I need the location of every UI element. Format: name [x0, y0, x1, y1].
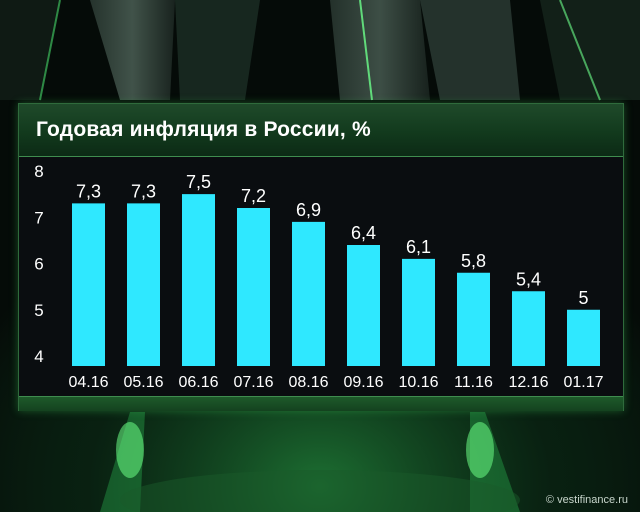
chart-title: Годовая инфляция в России, % [36, 118, 371, 141]
bar-04.16 [72, 203, 105, 366]
bar-05.16 [127, 203, 160, 366]
y-tick-label: 6 [34, 255, 43, 274]
watermark: © vestifinance.ru [545, 494, 628, 506]
bar-07.16 [237, 208, 270, 366]
x-tick-label: 04.16 [68, 374, 108, 391]
bar-value-label: 6,9 [296, 200, 321, 220]
bar-01.17 [567, 309, 600, 366]
bar-value-label: 7,3 [76, 181, 101, 201]
bar-value-label: 7,3 [131, 181, 156, 201]
bar-value-label: 7,2 [241, 186, 266, 206]
x-tick-label: 11.16 [454, 374, 493, 391]
x-tick-label: 07.16 [233, 374, 273, 391]
x-tick-label: 05.16 [123, 374, 163, 391]
x-tick-label: 06.16 [178, 374, 218, 391]
bar-chart: 4 5 6 7 8 7,3 04.16 7,3 05.16 7,5 06.16 7,2 07.16 6,9… [34, 162, 603, 391]
bar-value-label: 7,5 [186, 172, 211, 192]
bar-08.16 [292, 221, 325, 366]
bar-value-label: 5,8 [461, 251, 486, 271]
bar-value-label: 5,4 [516, 269, 541, 289]
y-tick-label: 5 [34, 301, 43, 320]
bar-value-label: 6,1 [406, 237, 431, 257]
bar-value-label: 5 [578, 288, 588, 308]
bar-06.16 [182, 194, 215, 366]
title-bar: Годовая инфляция в России, % [19, 104, 623, 157]
y-tick-label: 8 [34, 162, 43, 181]
x-tick-label: 08.16 [288, 374, 328, 391]
bar-12.16 [512, 291, 545, 366]
bar-11.16 [457, 272, 490, 366]
y-tick-label: 7 [34, 208, 43, 227]
bar-10.16 [402, 258, 435, 366]
x-tick-label: 10.16 [398, 374, 438, 391]
bottom-strip [19, 396, 623, 411]
bar-value-label: 6,4 [351, 223, 376, 243]
x-tick-label: 01.17 [563, 374, 603, 391]
x-tick-label: 09.16 [343, 374, 383, 391]
bar-09.16 [347, 245, 380, 366]
y-tick-label: 4 [34, 347, 43, 366]
x-tick-label: 12.16 [508, 374, 548, 391]
chart-panel: Годовая инфляция в России, % 4 5 6 7 8 7,3 04.… [18, 103, 624, 411]
